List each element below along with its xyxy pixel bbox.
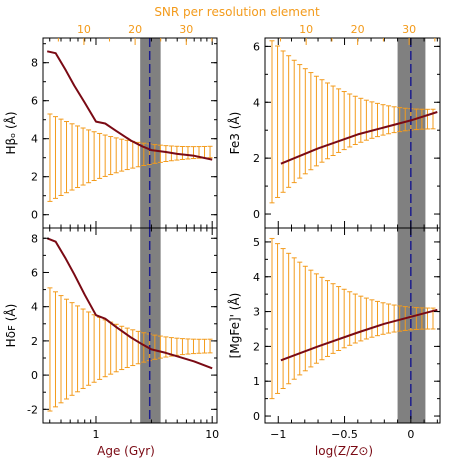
- y-tick-label: 4: [253, 96, 260, 109]
- x-axis-title-age: Age (Gyr): [97, 444, 155, 458]
- plot-area: [46, 38, 213, 228]
- x-tick-label: −0.5: [331, 428, 358, 441]
- x-tick-label: 10: [205, 428, 219, 441]
- y-tick-label: 1: [253, 375, 260, 388]
- y-tick-label: 6: [31, 95, 38, 108]
- plot-area: [46, 228, 213, 423]
- axes-frame: [42, 227, 218, 424]
- snr-tick-label: 20: [351, 23, 365, 36]
- top-axis-title: SNR per resolution element: [154, 5, 320, 19]
- snr-tick-label: 10: [299, 23, 313, 36]
- panel-mgfe-vs-metallicity: 0 1 2 3 4 5 [MgFe]' (Å) −1 −0.5 0: [227, 227, 441, 441]
- plot-area: [269, 228, 438, 423]
- model-curve: [280, 308, 438, 362]
- model-curve: [46, 50, 213, 161]
- y-axis-label: [MgFe]' (Å): [227, 293, 242, 359]
- y-tick-label: 2: [31, 171, 38, 184]
- y-tick-label: 6: [31, 266, 38, 279]
- panel-hdelta-f-vs-age: -2 0 2 4 6 8 Hδꜰ (Å) 1 10: [3, 227, 219, 441]
- y-tick-label: 0: [253, 410, 260, 423]
- error-bars: [47, 113, 213, 202]
- snr-tick-label: 30: [402, 23, 416, 36]
- y-tick-label: 4: [31, 133, 38, 146]
- snr-tick-label: 20: [128, 23, 142, 36]
- x-tick-label: 0: [407, 428, 414, 441]
- snr-tick-label: 10: [77, 23, 91, 36]
- y-tick-label: 2: [253, 340, 260, 353]
- y-tick-label: 0: [253, 208, 260, 221]
- plot-area: [269, 38, 438, 228]
- x-tick-label: 1: [92, 428, 99, 441]
- y-axis-label: Fe3 (Å): [227, 112, 242, 155]
- y-axis-label: Hδꜰ (Å): [3, 304, 18, 348]
- y-axis-label: Hβₒ (Å): [3, 111, 18, 154]
- y-tick-label: -2: [27, 403, 38, 416]
- model-curve: [46, 237, 213, 370]
- error-bars: [269, 40, 436, 204]
- x-axis-title-metallicity: log(Z/Z⊙): [315, 444, 373, 458]
- axes-frame: [42, 37, 218, 229]
- snr-tick-label: 30: [179, 23, 193, 36]
- y-tick-label: 2: [253, 152, 260, 165]
- axes-frame: [264, 227, 441, 424]
- y-tick-label: 0: [31, 209, 38, 222]
- y-tick-label: 5: [253, 236, 260, 249]
- y-tick-label: 4: [253, 271, 260, 284]
- model-curve: [280, 111, 438, 165]
- y-tick-label: 0: [31, 369, 38, 382]
- y-tick-label: 4: [31, 301, 38, 314]
- y-tick-label: 6: [253, 40, 260, 53]
- y-tick-label: 8: [31, 57, 38, 70]
- y-tick-label: 3: [253, 306, 260, 319]
- panel-fe3-vs-metallicity: 0 2 4 6 Fe3 (Å) 10 20 30: [227, 23, 441, 229]
- error-bars: [269, 237, 436, 400]
- panel-hbeta-o-vs-age: 0 2 4 6 8 Hβₒ (Å) 10 20 30: [3, 23, 218, 229]
- x-tick-label: −1: [270, 428, 286, 441]
- y-tick-label: 8: [31, 232, 38, 245]
- error-bars: [47, 287, 213, 412]
- y-tick-label: 2: [31, 335, 38, 348]
